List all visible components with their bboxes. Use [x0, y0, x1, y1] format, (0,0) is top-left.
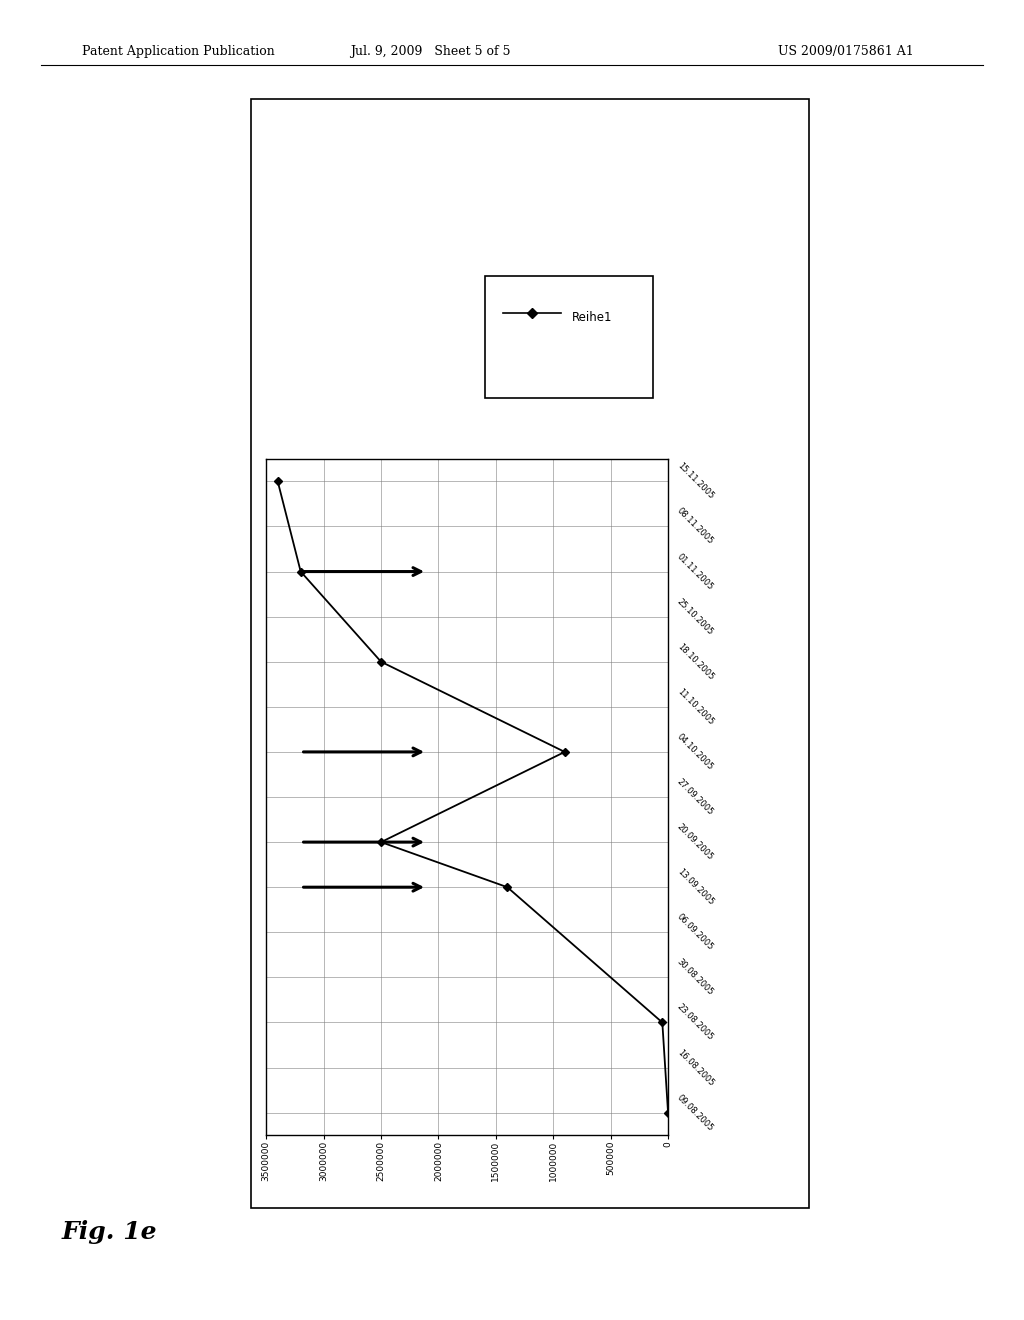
- Text: 11.10.2005: 11.10.2005: [675, 686, 715, 727]
- Text: Reihe1: Reihe1: [572, 312, 612, 325]
- Text: 13.09.2005: 13.09.2005: [675, 867, 715, 907]
- Text: 06.09.2005: 06.09.2005: [675, 912, 715, 952]
- Text: US 2009/0175861 A1: US 2009/0175861 A1: [778, 45, 914, 58]
- Text: 09.08.2005: 09.08.2005: [675, 1093, 715, 1133]
- Text: 27.09.2005: 27.09.2005: [675, 777, 715, 817]
- Text: 30.08.2005: 30.08.2005: [675, 957, 715, 998]
- Text: 25.10.2005: 25.10.2005: [675, 597, 715, 636]
- Text: 20.09.2005: 20.09.2005: [675, 822, 715, 862]
- Text: Patent Application Publication: Patent Application Publication: [82, 45, 274, 58]
- Text: Jul. 9, 2009   Sheet 5 of 5: Jul. 9, 2009 Sheet 5 of 5: [350, 45, 510, 58]
- Text: 15.11.2005: 15.11.2005: [675, 462, 715, 502]
- Text: 01.11.2005: 01.11.2005: [675, 552, 715, 591]
- Text: Fig. 1e: Fig. 1e: [61, 1220, 157, 1243]
- Text: 23.08.2005: 23.08.2005: [675, 1002, 715, 1043]
- Text: 04.10.2005: 04.10.2005: [675, 733, 715, 772]
- Text: 08.11.2005: 08.11.2005: [675, 507, 715, 546]
- Text: 18.10.2005: 18.10.2005: [675, 642, 715, 681]
- Text: 16.08.2005: 16.08.2005: [675, 1048, 715, 1088]
